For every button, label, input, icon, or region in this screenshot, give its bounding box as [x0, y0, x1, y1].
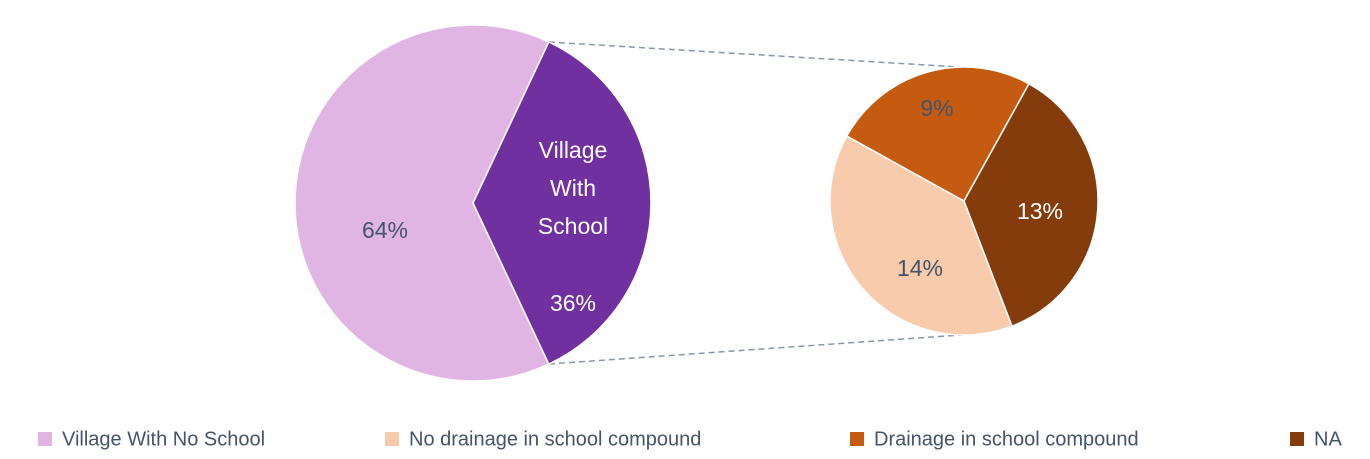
- pie-slice: [472, 40, 652, 366]
- legend-swatch: [385, 432, 399, 446]
- legend-label: Drainage in school compound: [874, 428, 1139, 450]
- pie-slice: [845, 66, 1030, 203]
- data-label: 9%: [920, 95, 953, 121]
- pie-slice: [829, 135, 1013, 336]
- data-label: 13%: [1017, 198, 1063, 224]
- legend-label: NA: [1314, 428, 1342, 450]
- data-label: 36%: [550, 290, 596, 316]
- legend-label: No drainage in school compound: [409, 428, 701, 450]
- data-label: 64%: [362, 217, 408, 243]
- slice-label-line: School: [538, 213, 608, 239]
- pie-slice: [294, 24, 550, 382]
- slice-label: Village With School: [538, 137, 608, 239]
- legend-swatch: [850, 432, 864, 446]
- legend-swatch: [38, 432, 52, 446]
- pie-slice: [963, 82, 1099, 328]
- legend-swatch: [1290, 432, 1304, 446]
- legend-label: Village With No School: [62, 428, 265, 450]
- slice-label-line: Village: [539, 137, 608, 163]
- data-label: 14%: [897, 255, 943, 281]
- connector-line: [548, 333, 976, 365]
- connector-line: [548, 41, 976, 69]
- slice-label-line: With: [550, 175, 596, 201]
